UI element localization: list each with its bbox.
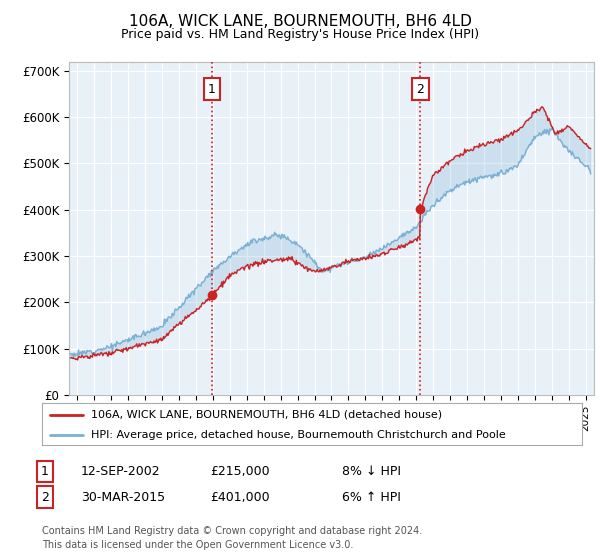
Text: Price paid vs. HM Land Registry's House Price Index (HPI): Price paid vs. HM Land Registry's House …: [121, 28, 479, 41]
Text: 30-MAR-2015: 30-MAR-2015: [81, 491, 165, 504]
Text: 2: 2: [41, 491, 49, 504]
Text: Contains HM Land Registry data © Crown copyright and database right 2024.
This d: Contains HM Land Registry data © Crown c…: [42, 526, 422, 550]
Text: 1: 1: [208, 83, 216, 96]
Text: 2: 2: [416, 83, 424, 96]
Text: 106A, WICK LANE, BOURNEMOUTH, BH6 4LD: 106A, WICK LANE, BOURNEMOUTH, BH6 4LD: [128, 14, 472, 29]
Text: 1: 1: [41, 465, 49, 478]
Text: 8% ↓ HPI: 8% ↓ HPI: [342, 465, 401, 478]
Text: £401,000: £401,000: [210, 491, 269, 504]
Text: 12-SEP-2002: 12-SEP-2002: [81, 465, 161, 478]
Text: £215,000: £215,000: [210, 465, 269, 478]
Text: HPI: Average price, detached house, Bournemouth Christchurch and Poole: HPI: Average price, detached house, Bour…: [91, 430, 505, 440]
Text: 6% ↑ HPI: 6% ↑ HPI: [342, 491, 401, 504]
Text: 106A, WICK LANE, BOURNEMOUTH, BH6 4LD (detached house): 106A, WICK LANE, BOURNEMOUTH, BH6 4LD (d…: [91, 409, 442, 419]
